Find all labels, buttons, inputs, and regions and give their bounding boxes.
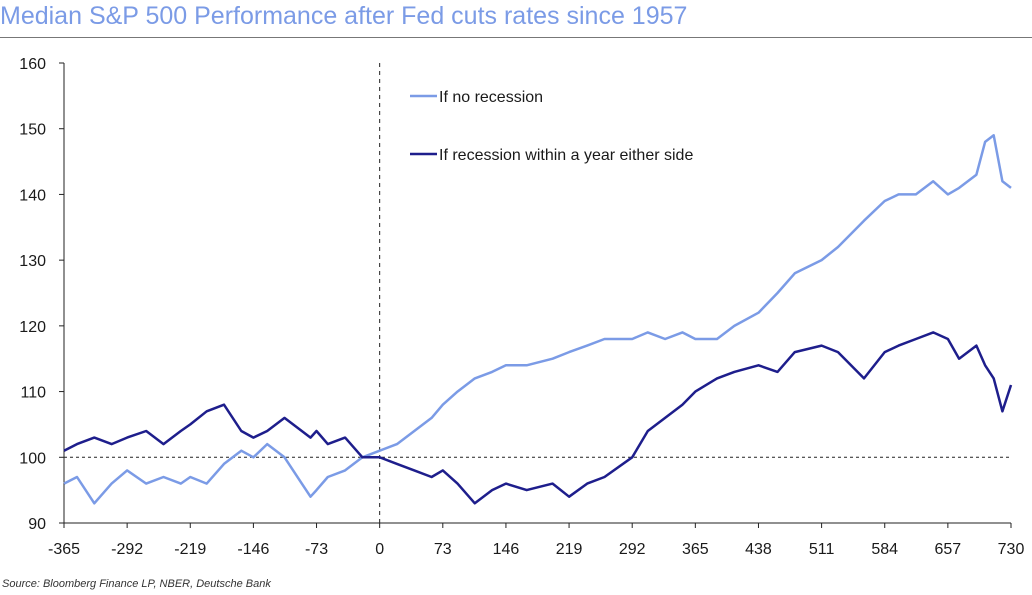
x-tick-label: 219	[556, 541, 583, 558]
x-tick-label: 0	[375, 541, 384, 558]
x-tick-label: 584	[871, 541, 898, 558]
y-tick-label: 130	[19, 253, 46, 270]
x-tick-label: -365	[48, 541, 80, 558]
line-chart: 90 100 110 120 130 140 150 160 -365 -292 -219 -146 -…	[19, 56, 1024, 558]
x-tick-label: -73	[305, 541, 328, 558]
x-tick-label: 511	[809, 541, 835, 558]
x-tick-label: -219	[174, 541, 206, 558]
x-tick-label: 146	[493, 541, 520, 558]
x-tick-label: 730	[998, 541, 1025, 558]
y-tick-label: 100	[19, 450, 46, 467]
legend-label-recession: If recession within a year either side	[439, 147, 693, 164]
y-tick-label: 150	[19, 122, 46, 139]
x-tick-label: 438	[745, 541, 772, 558]
x-tick-label: 657	[935, 541, 962, 558]
y-tick-label: 160	[19, 56, 46, 73]
x-tick-label: 365	[682, 541, 709, 558]
series-line-no-recession	[63, 134, 1012, 505]
title-divider	[0, 37, 1032, 38]
x-tick-label: -146	[237, 541, 269, 558]
y-tick-label: 140	[19, 187, 46, 204]
source-note: Source: Bloomberg Finance LP, NBER, Deut…	[2, 578, 271, 590]
y-tick-label: 90	[28, 516, 46, 533]
chart-title: Median S&P 500 Performance after Fed cut…	[0, 2, 688, 30]
y-tick-label: 120	[19, 319, 46, 336]
series-line-recession	[63, 331, 1013, 505]
x-tick-label: 292	[619, 541, 646, 558]
legend: If no recession If recession within a yea…	[410, 89, 693, 164]
legend-label-no-recession: If no recession	[439, 89, 543, 106]
series-layer	[63, 134, 1013, 505]
axes-layer: 90 100 110 120 130 140 150 160 -365 -292 -219 -146 -…	[19, 56, 1024, 558]
x-tick-label: -292	[111, 541, 143, 558]
x-tick-label: 73	[434, 541, 452, 558]
y-tick-label: 110	[20, 385, 46, 402]
